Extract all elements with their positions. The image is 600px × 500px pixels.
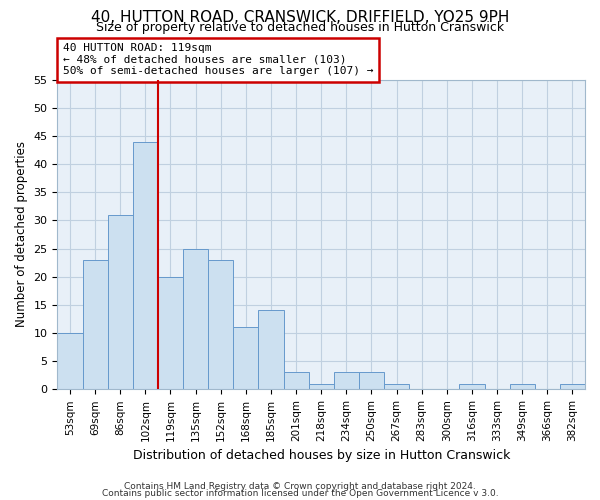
Bar (133, 142, 158, 390)
Bar (359, 372, 384, 390)
Bar (233, 328, 259, 390)
Bar (83, 260, 107, 390)
Text: Size of property relative to detached houses in Hutton Cranswick: Size of property relative to detached ho… (96, 21, 504, 34)
Bar (284, 372, 308, 390)
Bar (560, 384, 585, 390)
Bar (58, 333, 83, 390)
Bar (384, 384, 409, 390)
Bar (460, 384, 485, 390)
Text: Contains public sector information licensed under the Open Government Licence v : Contains public sector information licen… (101, 489, 499, 498)
Bar (334, 372, 359, 390)
Bar (259, 310, 284, 390)
Y-axis label: Number of detached properties: Number of detached properties (15, 142, 28, 328)
X-axis label: Distribution of detached houses by size in Hutton Cranswick: Distribution of detached houses by size … (133, 450, 510, 462)
Bar (509, 384, 535, 390)
Bar (107, 214, 133, 390)
Text: Contains HM Land Registry data © Crown copyright and database right 2024.: Contains HM Land Registry data © Crown c… (124, 482, 476, 491)
Bar (208, 260, 233, 390)
Bar (183, 248, 208, 390)
Text: 40 HUTTON ROAD: 119sqm
← 48% of detached houses are smaller (103)
50% of semi-de: 40 HUTTON ROAD: 119sqm ← 48% of detached… (62, 44, 373, 76)
Bar (158, 276, 183, 390)
Text: 40, HUTTON ROAD, CRANSWICK, DRIFFIELD, YO25 9PH: 40, HUTTON ROAD, CRANSWICK, DRIFFIELD, Y… (91, 10, 509, 25)
Bar (308, 384, 334, 390)
